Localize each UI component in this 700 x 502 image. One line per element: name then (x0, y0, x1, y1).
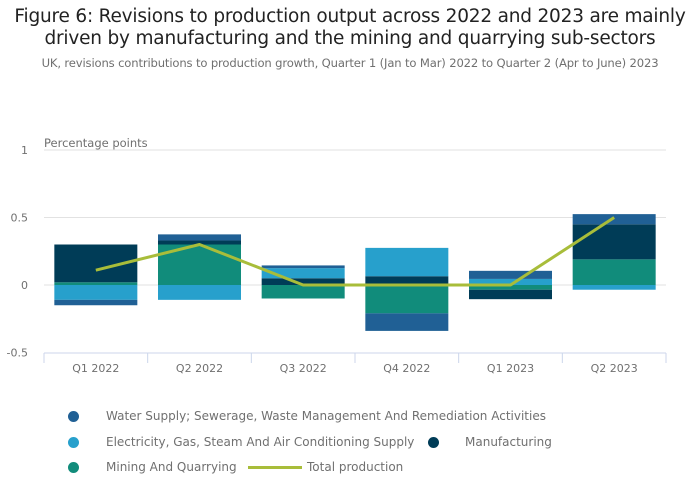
bar-manufacturing-q1-2023 (469, 289, 552, 300)
bar-manufacturing-q2-2022 (158, 240, 241, 245)
x-tick-label: Q1 2023 (487, 362, 534, 375)
bar-manufacturing-q4-2022 (365, 276, 449, 285)
bar-water-supply-sewerage-waste-management-and-remediation-activities-q2-2022 (158, 234, 241, 241)
bar-water-supply-sewerage-waste-management-and-remediation-activities-q4-2022 (365, 313, 449, 331)
bar-mining-and-quarrying-q3-2022 (261, 285, 345, 299)
bar-electricity-gas-steam-and-air-conditioning-supply-q4-2022 (365, 247, 449, 277)
bar-mining-and-quarrying-q4-2022 (365, 285, 449, 314)
chart-title-line-1: Figure 6: Revisions to production output… (14, 6, 686, 27)
bar-manufacturing-q2-2023 (572, 224, 656, 260)
bar-electricity-gas-steam-and-air-conditioning-supply-q2-2023 (572, 285, 656, 290)
bar-electricity-gas-steam-and-air-conditioning-supply-q2-2022 (158, 285, 241, 300)
x-tick-label: Q3 2022 (280, 362, 327, 375)
y-tick-label: 1 (21, 144, 28, 157)
chart-title: Figure 6: Revisions to production output… (0, 6, 700, 50)
bar-water-supply-sewerage-waste-management-and-remediation-activities-q3-2022 (261, 265, 345, 269)
chart-subtitle: UK, revisions contributions to productio… (41, 56, 659, 70)
y-tick-label: -0.5 (7, 347, 28, 360)
y-tick-label: 0 (21, 279, 28, 292)
y-tick-label: 0.5 (11, 212, 29, 225)
x-tick-label: Q2 2023 (591, 362, 638, 375)
bar-electricity-gas-steam-and-air-conditioning-supply-q3-2022 (261, 268, 345, 279)
x-tick-label: Q2 2022 (176, 362, 223, 375)
line-total-production (95, 216, 615, 287)
x-tick-label: Q4 2022 (383, 362, 430, 375)
bar-electricity-gas-steam-and-air-conditioning-supply-q1-2023 (469, 278, 552, 285)
bar-manufacturing-q3-2022 (261, 278, 345, 285)
bar-water-supply-sewerage-waste-management-and-remediation-activities-q1-2022 (54, 299, 138, 306)
bar-water-supply-sewerage-waste-management-and-remediation-activities-q1-2023 (469, 270, 552, 279)
x-tick-label: Q1 2022 (72, 362, 119, 375)
bar-mining-and-quarrying-q1-2023 (469, 285, 552, 290)
chart-title-line-2: driven by manufacturing and the mining a… (44, 28, 656, 49)
bar-mining-and-quarrying-q2-2023 (572, 259, 656, 285)
bar-mining-and-quarrying-q1-2022 (54, 282, 138, 285)
y-axis-label: Percentage points (44, 136, 148, 150)
bar-electricity-gas-steam-and-air-conditioning-supply-q1-2022 (54, 285, 138, 300)
